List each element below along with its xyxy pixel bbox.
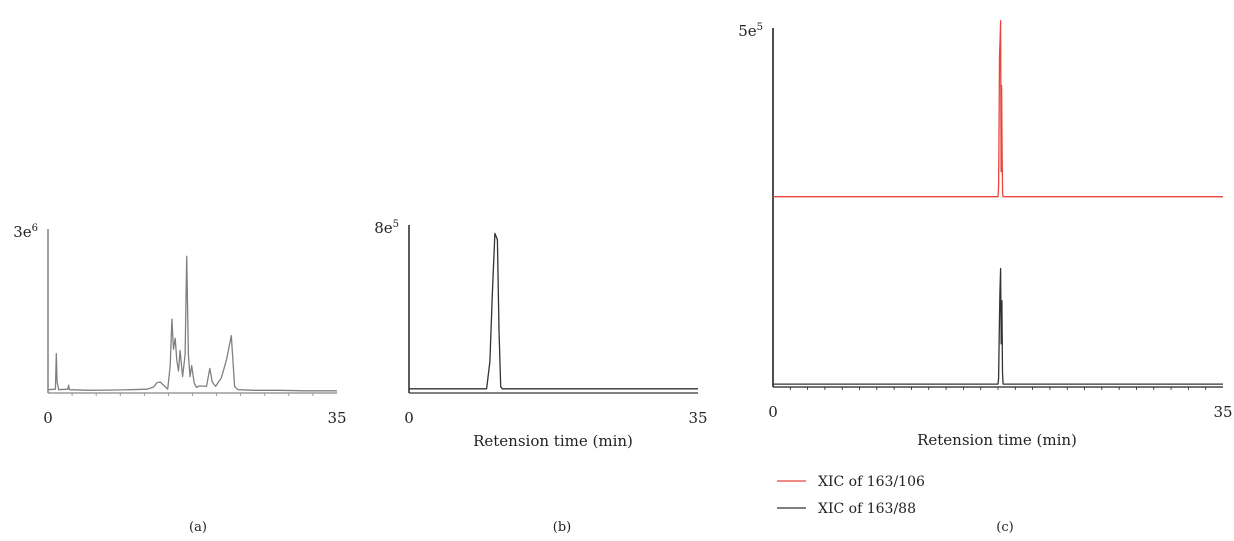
panel-b-x-axis-title: Retension time (min) (473, 432, 633, 450)
panel-a-caption: (a) (189, 520, 207, 535)
panel-b-chart: 0 35 8e5 (374, 219, 707, 427)
panel-c-x-axis-title: Retension time (min) (917, 431, 1077, 449)
panel-c-series-line-2 (773, 267, 1223, 385)
panel-c-x-tick-label: 0 (768, 403, 778, 421)
panel-b-caption: (b) (553, 520, 571, 535)
panel-c-legend: XIC of 163/106 XIC of 163/88 (777, 474, 925, 517)
panel-c-chart: 0 35 5e5 (738, 20, 1233, 421)
panel-b-x-tick-label: 35 (688, 409, 707, 427)
panel-c-caption: (c) (996, 520, 1013, 535)
panel-b-y-max-label: 8e5 (374, 219, 399, 237)
panel-b-x-tick-label: 0 (404, 409, 414, 427)
panel-a-chart: 0 35 3e6 (13, 223, 346, 427)
panel-c-y-max-label: 5e5 (738, 22, 763, 40)
legend-label-163-88: XIC of 163/88 (818, 501, 916, 517)
legend-label-163-106: XIC of 163/106 (818, 474, 925, 490)
panel-c-x-tick-label: 35 (1213, 403, 1232, 421)
panel-a-x-tick-label: 0 (43, 409, 53, 427)
panel-c-series-line-1 (773, 20, 1223, 198)
panel-b-series-line-1 (409, 232, 698, 390)
panel-a-y-max-label: 3e6 (13, 223, 38, 241)
panel-a-series-line-1 (47, 255, 337, 392)
panel-a-x-tick-label: 35 (327, 409, 346, 427)
